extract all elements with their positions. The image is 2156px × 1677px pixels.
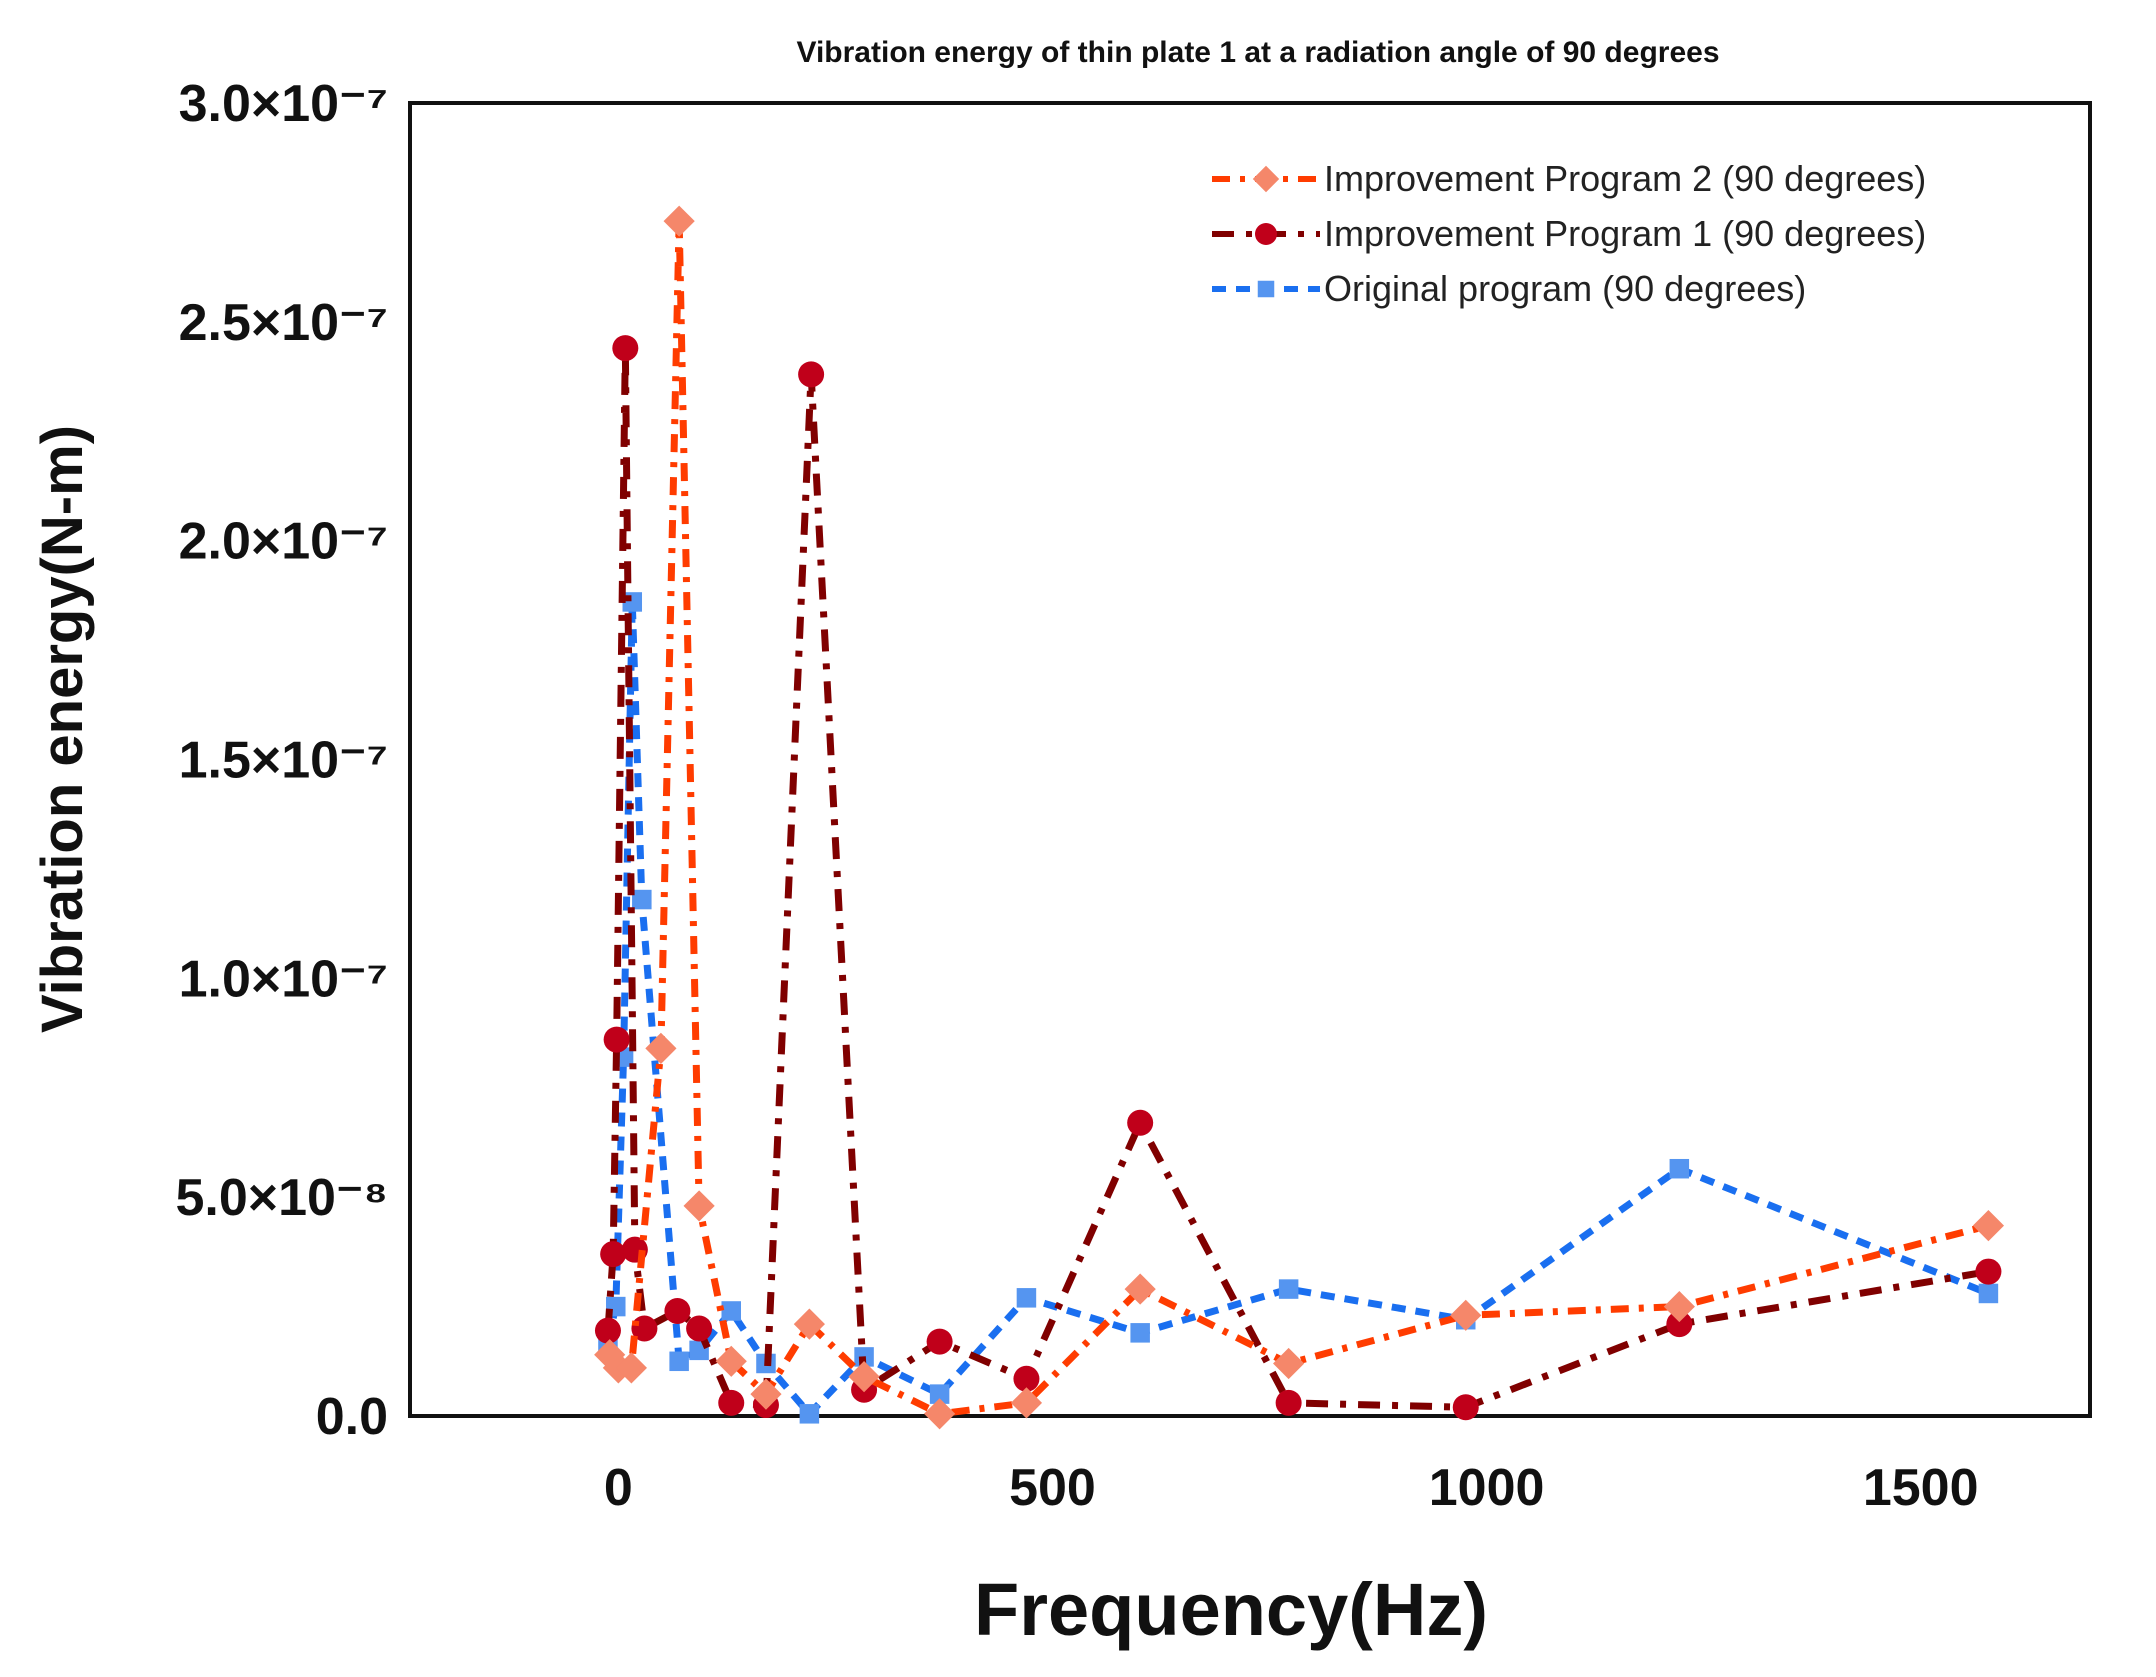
chart-title: Vibration energy of thin plate 1 at a ra… — [797, 36, 1720, 69]
data-point — [600, 1241, 627, 1268]
data-point — [1273, 1347, 1305, 1380]
data-point — [645, 1032, 677, 1064]
plot-frame — [408, 101, 2092, 1418]
legend-label: Original program (90 degrees) — [1324, 268, 1806, 309]
data-point — [683, 1190, 715, 1222]
data-point — [669, 1351, 689, 1372]
series-line — [604, 348, 1990, 1411]
x-tick-label: 0 — [604, 1459, 633, 1517]
data-point — [721, 1301, 741, 1321]
legend-label: Improvement Program 2 (90 degrees) — [1324, 158, 1926, 199]
y-tick-label: 2.5×10⁻⁷ — [179, 294, 388, 352]
data-point — [718, 1389, 745, 1416]
data-point — [663, 205, 695, 237]
data-point — [1450, 1299, 1482, 1331]
data-point — [924, 1398, 956, 1430]
data-point — [603, 1026, 630, 1053]
legend-item: Improvement Program 1 (90 degrees) — [1212, 213, 1926, 254]
data-point — [929, 1384, 950, 1404]
legend-item: Improvement Program 2 (90 degrees) — [1212, 158, 1926, 199]
data-point — [1978, 1283, 1999, 1304]
data-point — [686, 1315, 713, 1342]
data-point — [1127, 1109, 1154, 1136]
data-point — [1010, 1387, 1043, 1419]
legend-item: Original program (90 degrees) — [1212, 268, 1806, 309]
data-point — [1975, 1258, 2002, 1285]
legend: Improvement Program 2 (90 degrees) Improv… — [1212, 158, 1926, 309]
data-point — [793, 1308, 825, 1340]
data-point — [1124, 1273, 1156, 1305]
data-point — [612, 335, 639, 362]
data-point — [1972, 1210, 2005, 1242]
legend-marker — [1255, 223, 1277, 245]
legend-label: Improvement Program 1 (90 degrees) — [1324, 213, 1926, 254]
legend-marker — [1257, 280, 1275, 298]
data-point — [1016, 1288, 1037, 1308]
data-point — [1013, 1365, 1040, 1392]
data-point — [1278, 1279, 1299, 1299]
data-point — [1275, 1389, 1302, 1416]
data-point — [664, 1297, 691, 1324]
x-axis-label: Frequency(Hz) — [974, 1568, 1488, 1651]
y-tick-label: 0.0 — [316, 1388, 388, 1446]
data-point — [1130, 1323, 1150, 1343]
x-tick-label: 500 — [1009, 1459, 1096, 1517]
data-point — [1666, 1311, 1693, 1338]
data-point — [848, 1361, 880, 1393]
data-point — [615, 1352, 647, 1384]
x-tick-label: 1000 — [1429, 1459, 1545, 1517]
data-point — [1452, 1394, 1479, 1421]
data-point — [926, 1328, 953, 1355]
data-point — [798, 361, 825, 388]
series-diamond — [594, 205, 2005, 1430]
y-tick-label: 3.0×10⁻⁷ — [179, 75, 388, 133]
series-circle — [594, 335, 2002, 1421]
legend-marker — [1252, 165, 1280, 193]
data-point — [715, 1345, 747, 1377]
data-point — [1669, 1158, 1690, 1179]
y-tick-label: 2.0×10⁻⁷ — [179, 513, 388, 571]
y-tick-label: 1.0×10⁻⁷ — [179, 950, 388, 1008]
data-point — [1663, 1290, 1695, 1323]
data-point — [594, 1317, 621, 1344]
y-tick-label: 5.0×10⁻⁸ — [175, 1169, 388, 1227]
y-axis-label: Vibration energy(N-m) — [30, 425, 95, 1033]
series-square — [598, 592, 1999, 1424]
data-point — [799, 1404, 820, 1424]
x-tick-label: 1500 — [1863, 1459, 1979, 1517]
series-line — [606, 221, 1990, 1418]
data-point — [750, 1378, 782, 1410]
y-tick-label: 1.5×10⁻⁷ — [179, 732, 388, 790]
data-point — [632, 889, 652, 910]
